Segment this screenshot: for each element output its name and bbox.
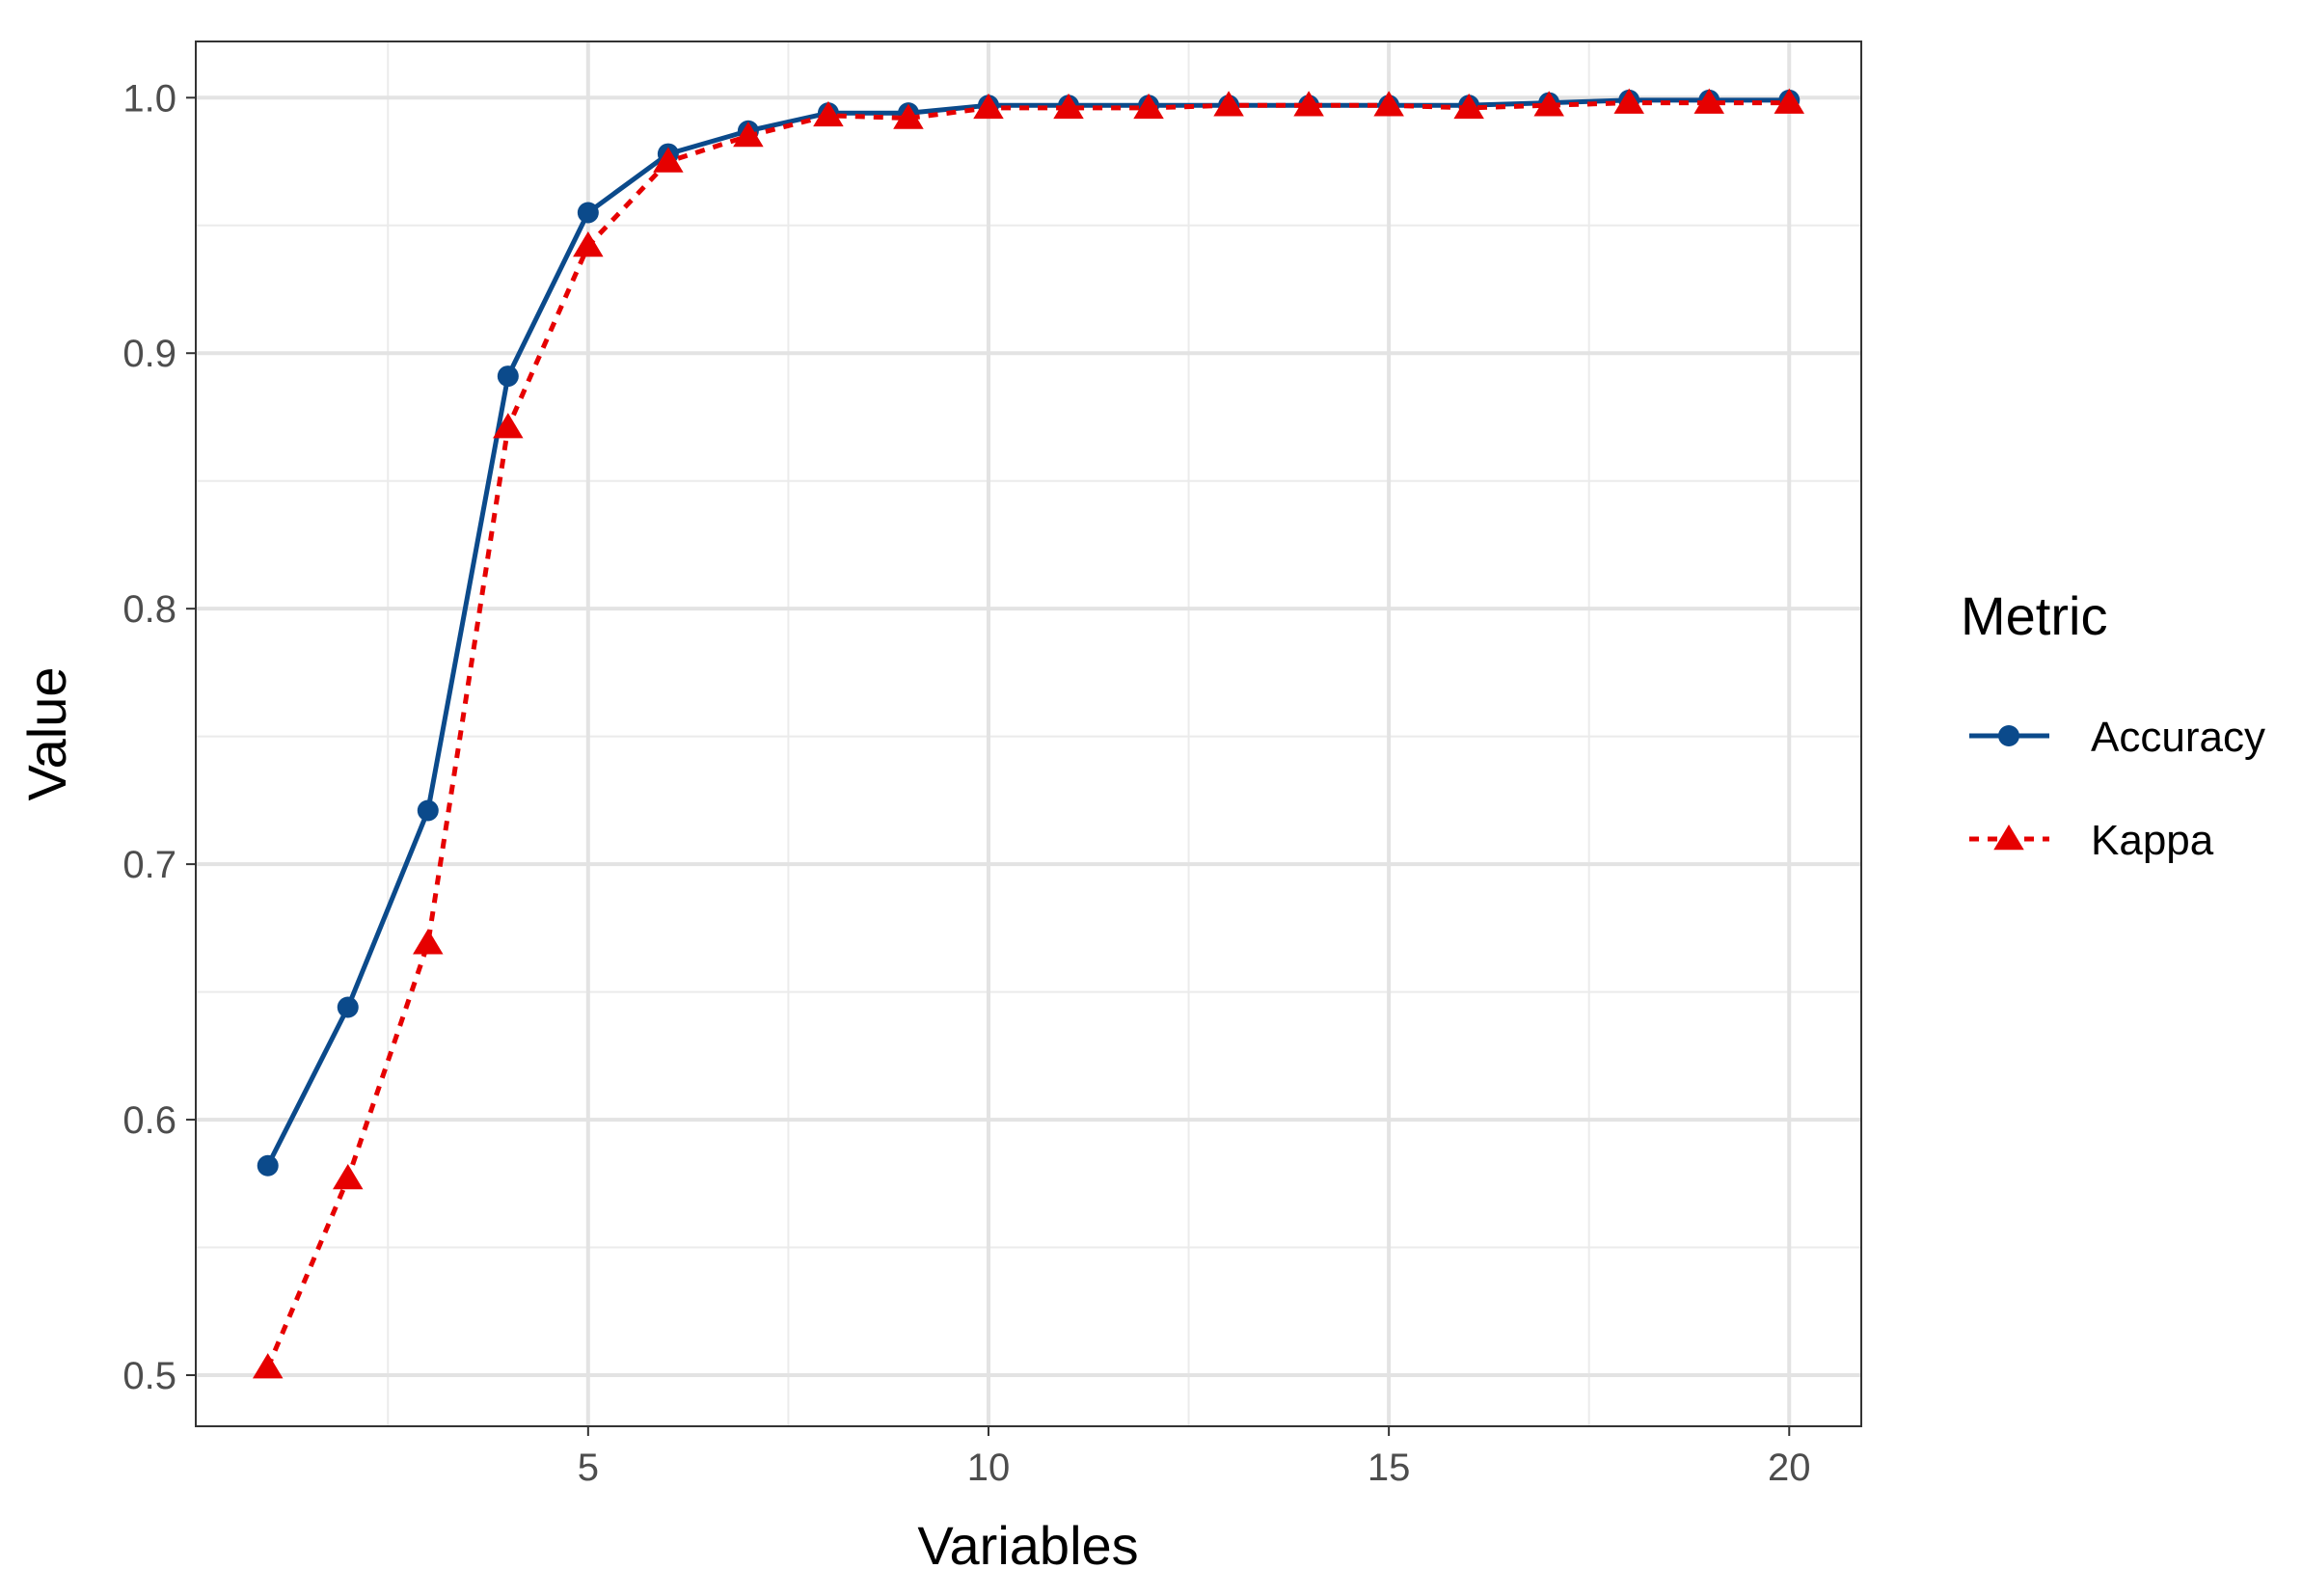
- grid-minor: [196, 41, 1861, 1426]
- data-point-kappa: [1613, 88, 1644, 114]
- data-point-kappa: [493, 413, 524, 439]
- data-point-kappa: [1774, 88, 1805, 114]
- legend-label-accuracy: Accuracy: [2091, 714, 2265, 761]
- data-point-kappa: [1293, 91, 1324, 117]
- y-tick-label: 0.8: [122, 588, 176, 631]
- data-point-kappa: [1373, 91, 1404, 117]
- data-point-kappa: [1133, 93, 1164, 120]
- y-tick-label: 1.0: [122, 77, 176, 120]
- x-tick-label: 5: [578, 1447, 599, 1489]
- y-tick-label: 0.6: [122, 1099, 176, 1142]
- data-point-kappa: [573, 230, 604, 257]
- x-tick-label: 10: [967, 1447, 1011, 1489]
- data-point-accuracy: [337, 996, 359, 1018]
- data-point-kappa: [893, 103, 924, 129]
- data-point-kappa: [813, 100, 844, 127]
- series-line-kappa: [265, 100, 1790, 1369]
- plot-panel-background: [196, 41, 1861, 1426]
- data-point-kappa: [973, 93, 1004, 120]
- data-point-kappa: [1213, 91, 1244, 117]
- y-tick-label: 0.9: [122, 333, 176, 375]
- x-tick-label: 15: [1368, 1447, 1411, 1489]
- data-point-kappa: [1533, 91, 1564, 117]
- data-point-kappa: [413, 929, 444, 955]
- series-line-accuracy: [265, 97, 1790, 1167]
- legend-key-marker-accuracy: [1998, 725, 2019, 746]
- data-point-kappa: [333, 1164, 364, 1190]
- y-tick-label: 0.5: [122, 1355, 176, 1397]
- x-tick-label: 20: [1768, 1447, 1811, 1489]
- data-point-kappa: [1053, 93, 1084, 120]
- x-axis-label: Variables: [917, 1515, 1138, 1576]
- data-point-kappa: [733, 122, 764, 148]
- plot-panel-border: [195, 41, 1862, 1427]
- data-point-accuracy: [417, 799, 439, 822]
- data-point-kappa: [252, 1353, 284, 1379]
- data-point-kappa: [653, 147, 684, 173]
- legend-key-marker-kappa: [1993, 825, 2024, 851]
- data-point-kappa: [1693, 88, 1724, 114]
- legend: Metric Accuracy Kappa: [1961, 585, 2265, 864]
- data-point-accuracy: [577, 202, 599, 224]
- legend-label-kappa: Kappa: [2091, 817, 2214, 864]
- legend-title: Metric: [1961, 585, 2107, 646]
- y-axis-label: Value: [16, 666, 77, 800]
- data-point-kappa: [1453, 93, 1484, 120]
- x-axis: 5 10 15 20: [578, 1426, 1811, 1489]
- y-axis: 0.5 0.6 0.7 0.8 0.9 1.0: [122, 77, 196, 1397]
- grid-major: [196, 41, 1861, 1426]
- y-tick-label: 0.7: [122, 844, 176, 886]
- data-point-accuracy: [497, 365, 519, 388]
- series-layer: [252, 88, 1805, 1379]
- data-point-accuracy: [257, 1154, 279, 1177]
